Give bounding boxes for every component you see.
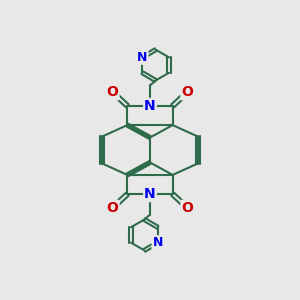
Text: O: O <box>107 85 118 99</box>
Text: N: N <box>144 99 156 113</box>
Text: N: N <box>144 187 156 201</box>
Text: O: O <box>107 201 118 215</box>
Text: O: O <box>182 85 193 99</box>
Text: N: N <box>137 51 148 64</box>
Text: N: N <box>152 236 163 249</box>
Text: O: O <box>182 201 193 215</box>
